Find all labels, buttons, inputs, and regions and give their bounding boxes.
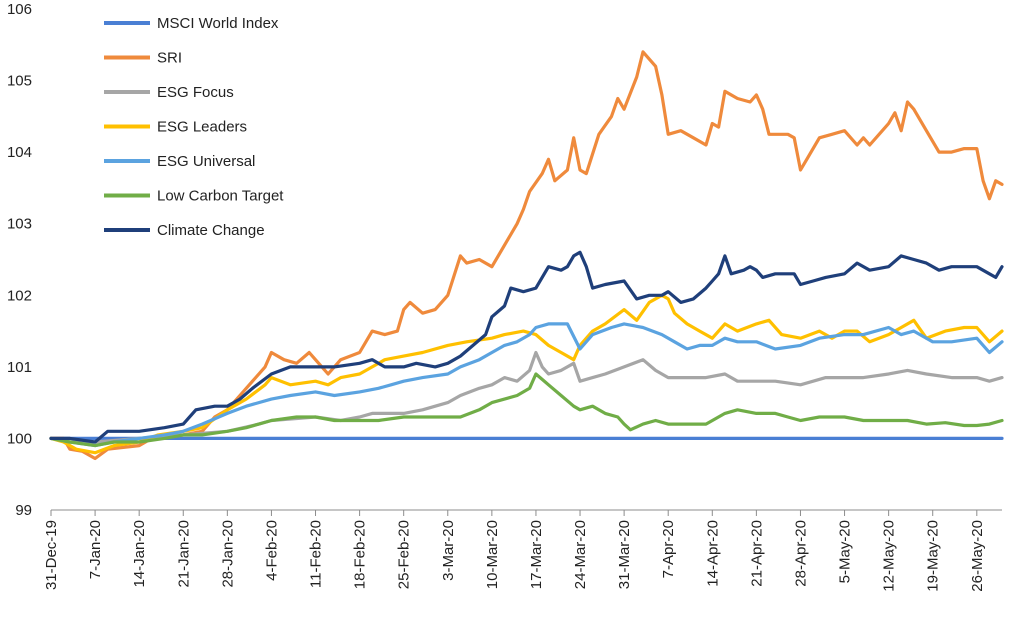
x-tick-label: 7-Jan-20	[87, 520, 104, 579]
x-tick-label: 28-Apr-20	[792, 520, 809, 587]
legend-label: Low Carbon Target	[157, 188, 284, 205]
y-axis: 99 100 101 102 103 104 105 106	[7, 1, 32, 519]
series-line-climate-change	[49, 250, 1004, 444]
series-layer	[49, 50, 1004, 461]
y-tick-label: 99	[15, 502, 32, 519]
x-tick-label: 24-Mar-20	[572, 520, 589, 589]
series-line-low-carbon-target	[49, 372, 1004, 448]
legend-label: ESG Universal	[157, 153, 255, 170]
x-tick-label: 5-May-20	[837, 520, 854, 583]
legend-label: SRI	[157, 50, 182, 67]
x-tick-label: 4-Feb-20	[263, 520, 280, 581]
x-tick-label: 21-Jan-20	[175, 520, 192, 588]
series-line-esg-universal	[49, 322, 1004, 448]
legend: MSCI World Index SRI ESG Focus ESG Leaders E…	[104, 15, 284, 239]
x-tick-label: 7-Apr-20	[660, 520, 677, 578]
x-tick-label: 17-Mar-20	[528, 520, 545, 589]
series-line-sri	[49, 50, 1004, 461]
x-tick-label: 14-Jan-20	[131, 520, 148, 588]
x-tick-label: 31-Mar-20	[616, 520, 633, 589]
x-tick-label: 25-Feb-20	[396, 520, 413, 589]
x-tick-label: 3-Mar-20	[440, 520, 457, 581]
legend-label: Climate Change	[157, 222, 265, 239]
y-tick-label: 104	[7, 144, 32, 161]
x-tick-label: 19-May-20	[925, 520, 942, 592]
y-tick-label: 101	[7, 359, 32, 376]
x-tick-label: 12-May-20	[881, 520, 898, 592]
legend-label: ESG Leaders	[157, 119, 247, 136]
series-line-esg-leaders	[49, 293, 1004, 455]
y-tick-label: 105	[7, 73, 32, 90]
y-tick-label: 102	[7, 287, 32, 304]
legend-label: ESG Focus	[157, 84, 234, 101]
x-tick-label: 18-Feb-20	[352, 520, 369, 589]
x-tick-label: 26-May-20	[969, 520, 986, 592]
x-tick-label: 21-Apr-20	[748, 520, 765, 587]
y-tick-label: 103	[7, 216, 32, 233]
x-tick-label: 11-Feb-20	[308, 520, 325, 588]
y-tick-label: 100	[7, 430, 32, 447]
x-tick-label: 28-Jan-20	[219, 520, 236, 588]
x-tick-label: 14-Apr-20	[704, 520, 721, 587]
y-tick-label: 106	[7, 1, 32, 18]
x-tick-label: 31-Dec-19	[43, 520, 60, 590]
x-tick-label: 10-Mar-20	[484, 520, 501, 589]
x-axis: 31-Dec-19 7-Jan-20 14-Jan-20 21-Jan-20 28-Ja…	[43, 509, 1002, 592]
legend-label: MSCI World Index	[157, 15, 279, 32]
